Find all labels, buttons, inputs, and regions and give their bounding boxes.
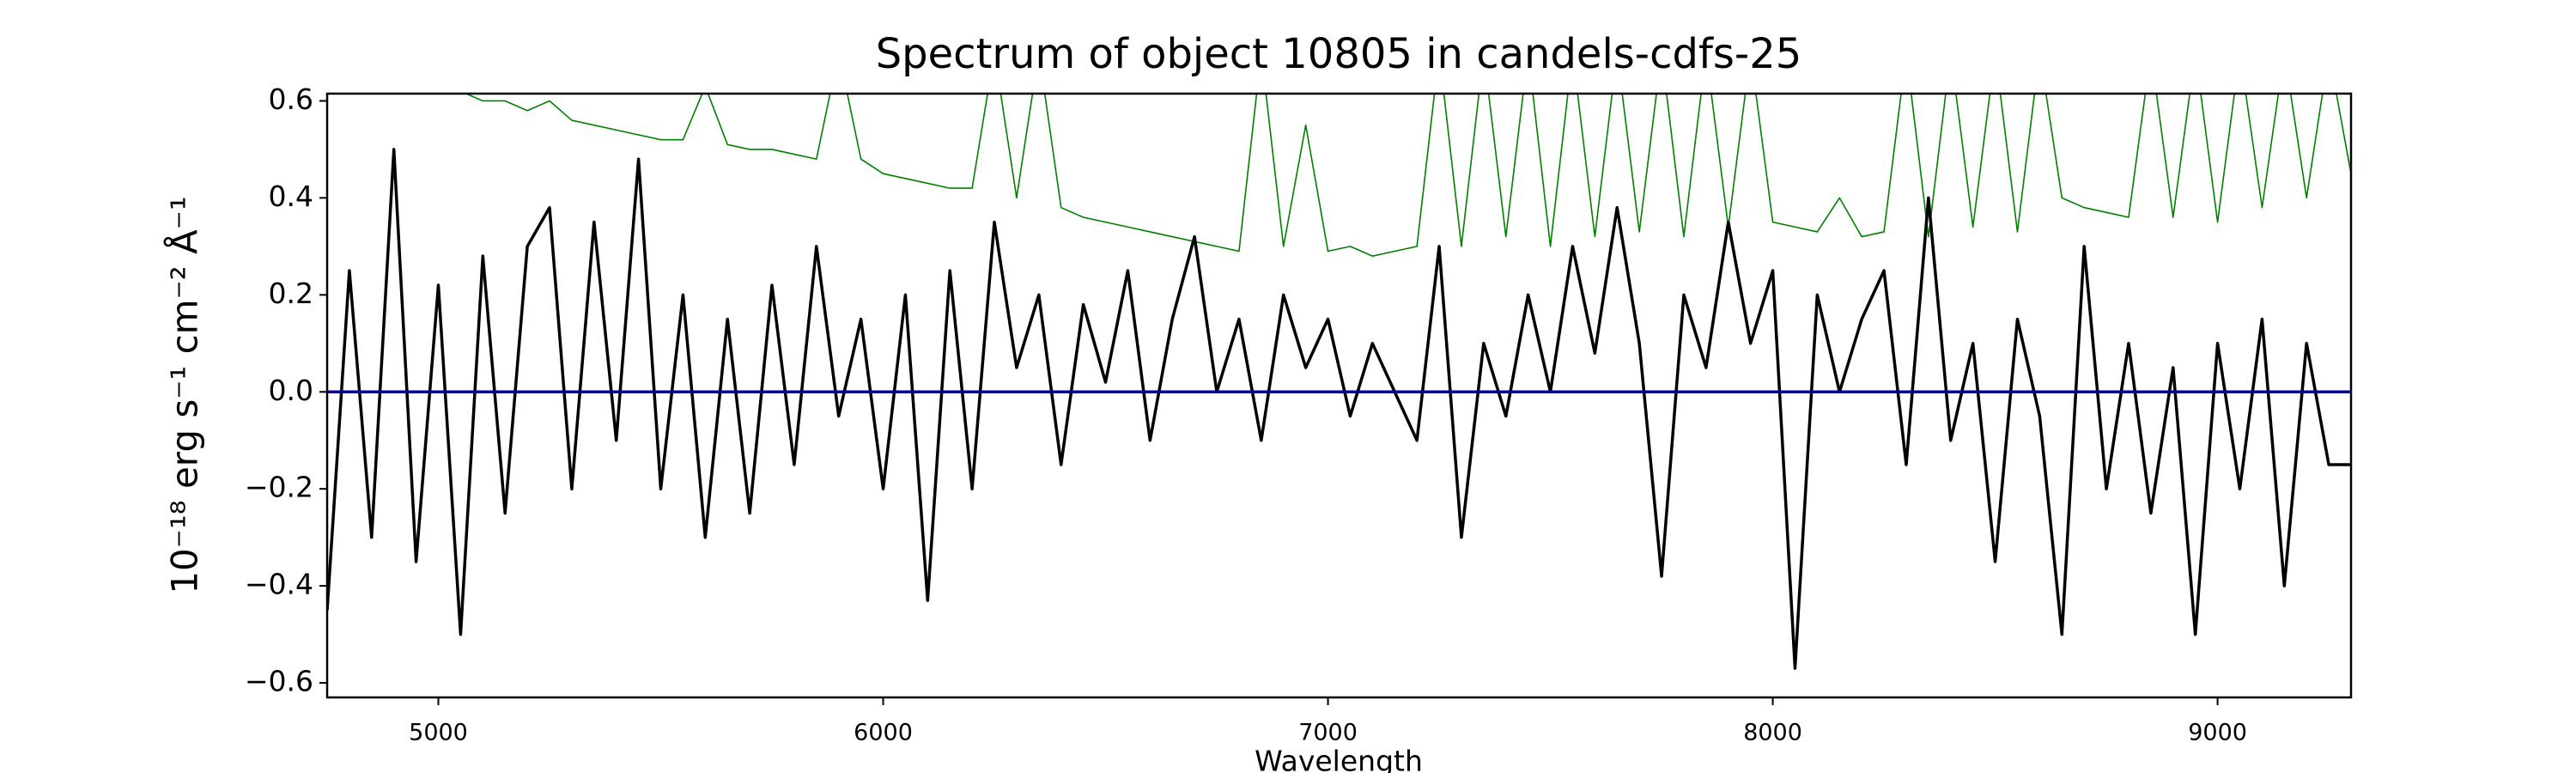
y-tick-label: −0.4 — [245, 568, 313, 601]
spectrum-line — [464, 94, 2351, 257]
x-tick-label: 7000 — [1298, 720, 1358, 746]
x-tick-label: 9000 — [2188, 720, 2247, 746]
x-tick-label: 8000 — [1743, 720, 1802, 746]
plot-area — [327, 94, 2351, 670]
y-tick-label: 0.2 — [269, 277, 313, 310]
chart-title: Spectrum of object 10805 in candels-cdfs… — [876, 30, 1802, 78]
x-tick-label: 5000 — [409, 720, 468, 746]
spectrum-line — [327, 148, 2351, 670]
y-tick-label: 0.0 — [269, 374, 313, 407]
y-tick-label: −0.6 — [245, 665, 313, 698]
y-axis-label: 10⁻¹⁸ erg s⁻¹ cm⁻² Å⁻¹ — [163, 196, 206, 593]
y-tick-label: −0.2 — [245, 471, 313, 504]
x-axis-label: Wavelength — [1255, 745, 1423, 773]
y-tick-label: 0.6 — [269, 82, 313, 116]
y-tick-label: 0.4 — [269, 180, 313, 213]
axes-frame — [325, 92, 2353, 699]
x-tick-label: 6000 — [854, 720, 913, 746]
